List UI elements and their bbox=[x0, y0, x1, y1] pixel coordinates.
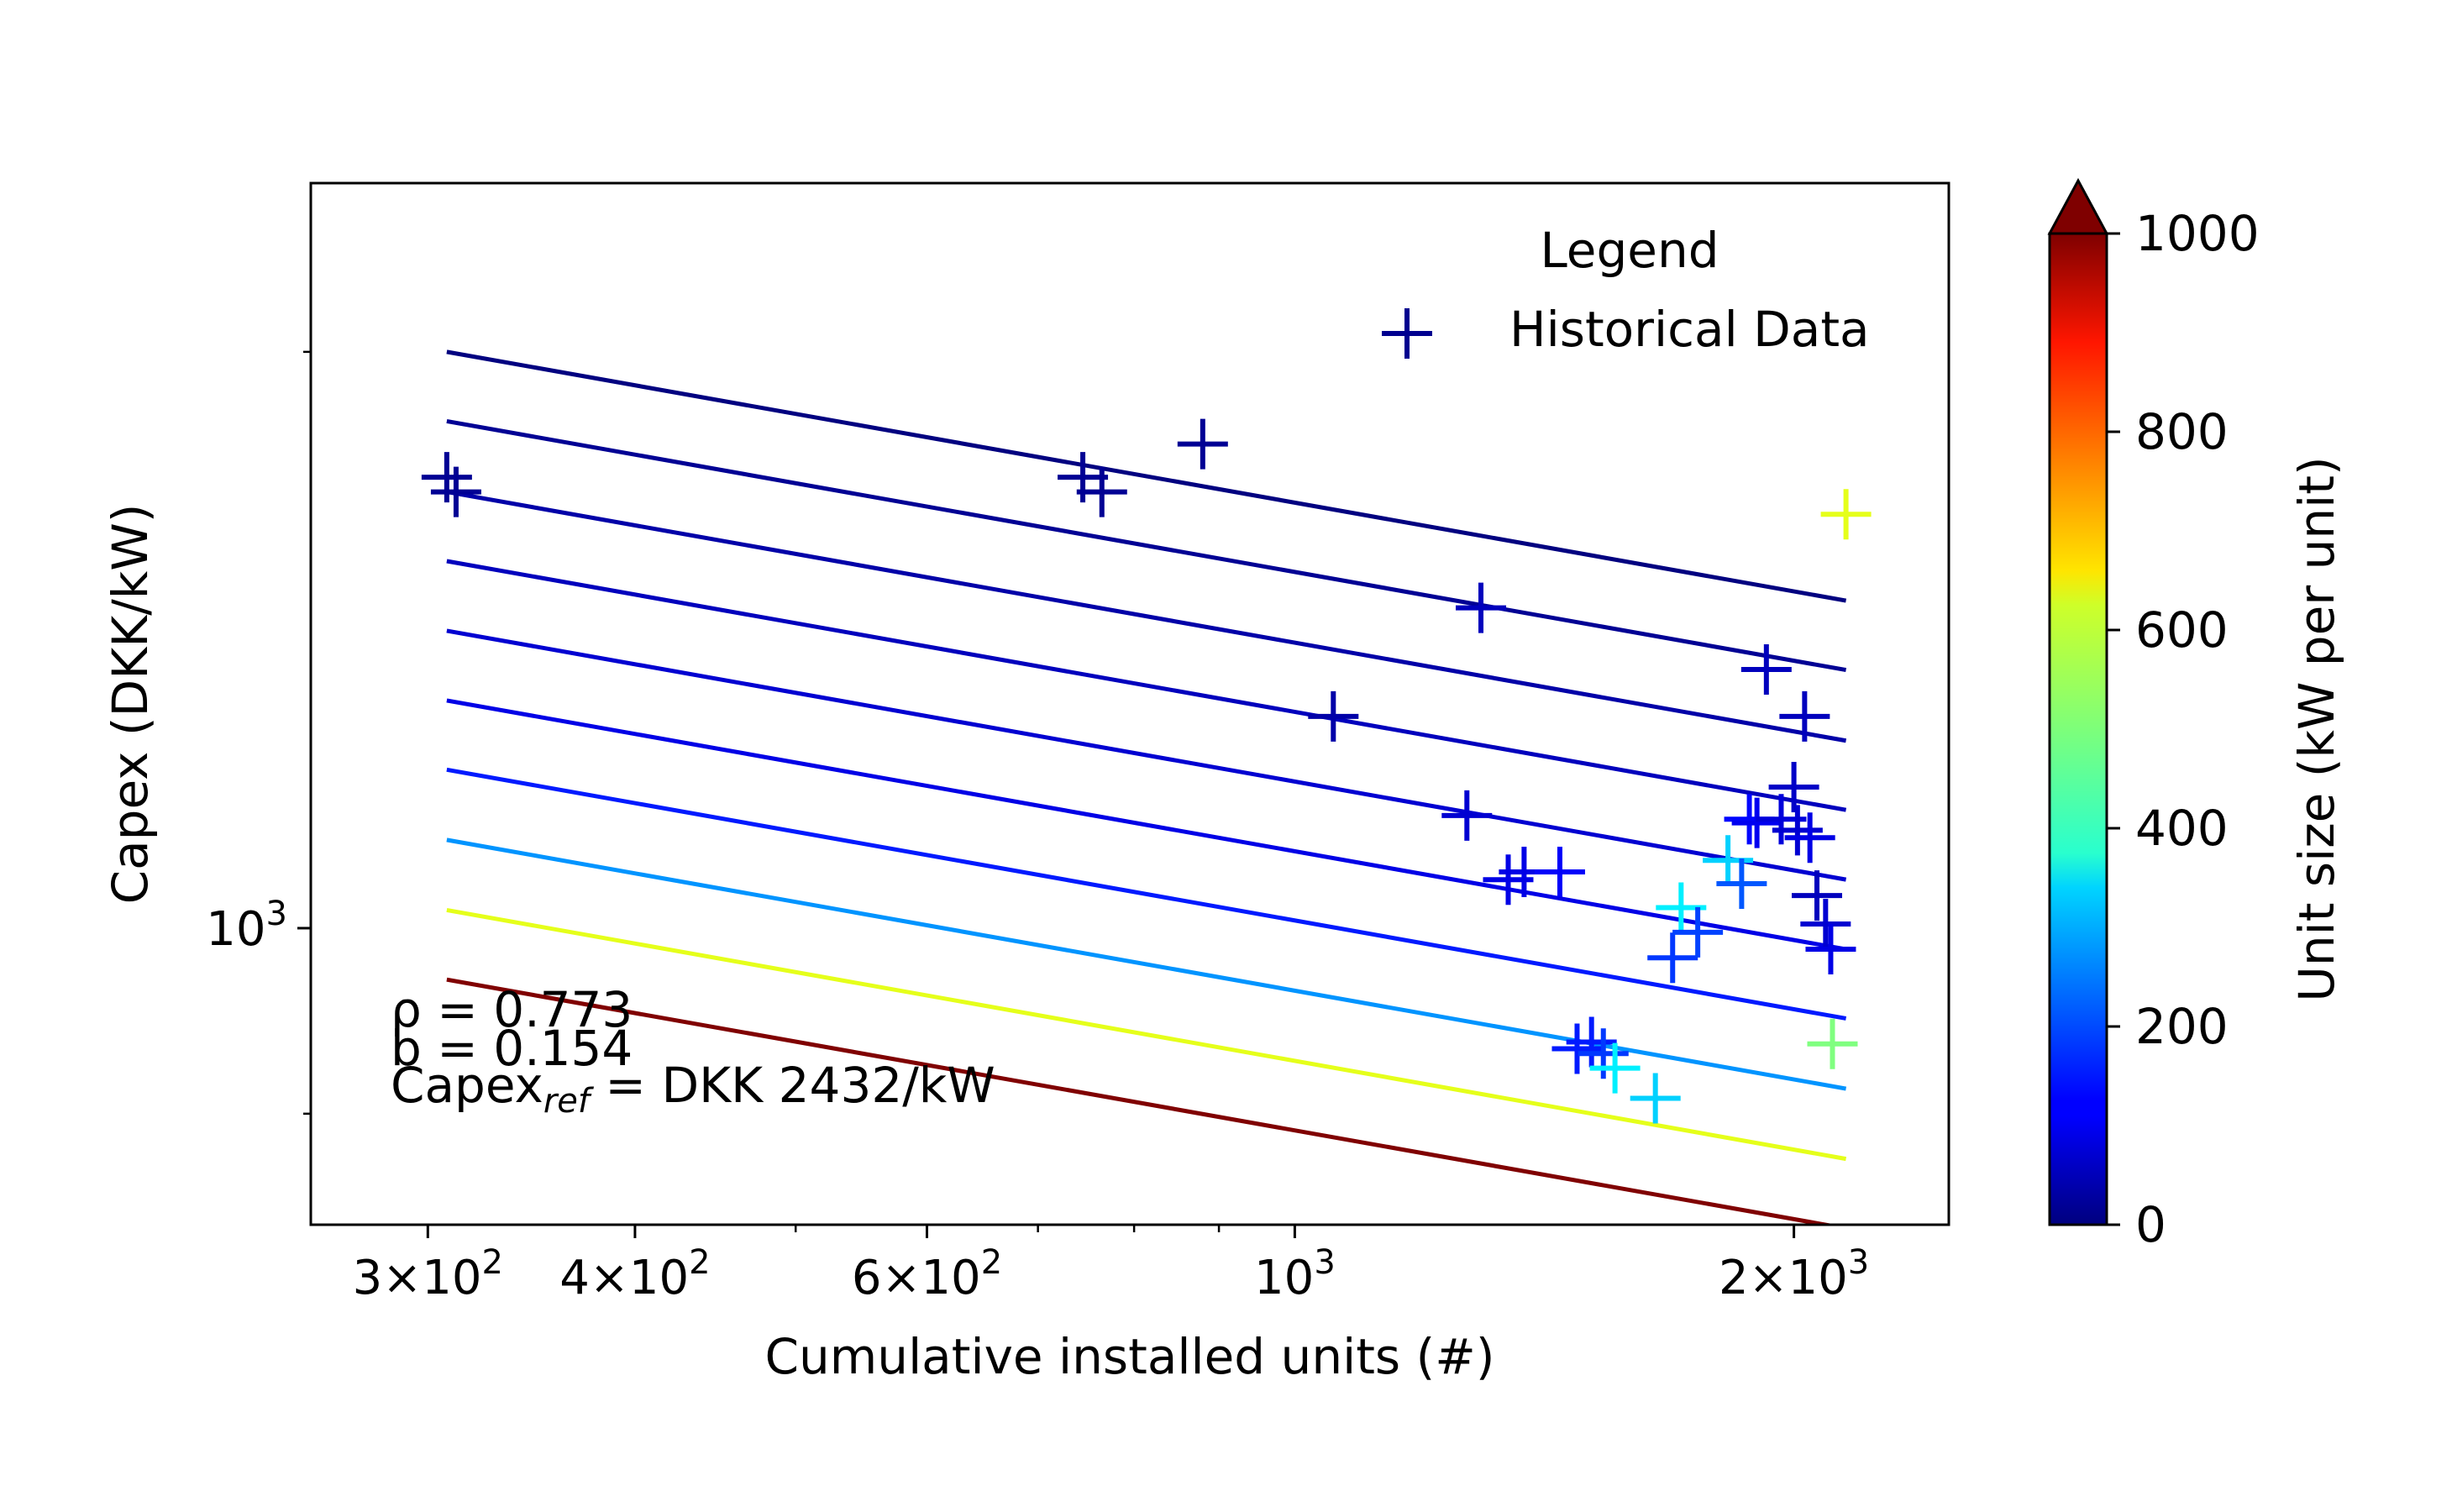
data-point-19 bbox=[1672, 906, 1724, 958]
fit-line-7 bbox=[446, 767, 1847, 1021]
colorbar-tick-label-1: 0 bbox=[2135, 1196, 2166, 1253]
plot-frame bbox=[309, 181, 1950, 1226]
colorbar-ticks: 0 200 400 600 800 1000 bbox=[2107, 205, 2260, 1253]
capex-ref-subscript: ref bbox=[543, 1082, 595, 1121]
colorbar-tick-label-4: 600 bbox=[2135, 601, 2229, 659]
y-tick-label-1: 103 bbox=[206, 895, 287, 957]
data-points bbox=[421, 418, 1872, 1124]
x-axis-label: Cumulative installed units (#) bbox=[765, 1328, 1495, 1385]
annotation-rho: ρ = 0.773 bbox=[391, 981, 633, 1038]
fit-line-9 bbox=[446, 907, 1847, 1162]
legend-plus-icon bbox=[1382, 308, 1432, 359]
legend: Legend Historical Data bbox=[1382, 222, 1870, 359]
data-point-32 bbox=[1805, 924, 1856, 975]
annotations: ρ = 0.773 b = 0.154 Capexref = DKK 2432/… bbox=[391, 981, 995, 1121]
fit-line-4 bbox=[446, 559, 1847, 812]
data-point-6 bbox=[1308, 690, 1359, 742]
data-point-29 bbox=[1784, 812, 1835, 864]
fit-line-10 bbox=[446, 977, 1838, 1225]
data-point-21 bbox=[1716, 858, 1767, 909]
data-point-20 bbox=[1703, 835, 1754, 886]
colorbar: 0 200 400 600 800 1000 Unit size (kW per unit… bbox=[2047, 177, 2345, 1253]
x-tick-label-4: 103 bbox=[1254, 1243, 1336, 1305]
data-point-33 bbox=[1807, 1018, 1858, 1069]
data-point-15 bbox=[1589, 1042, 1641, 1094]
capex-ref-prefix: Capex bbox=[391, 1057, 543, 1114]
data-point-28 bbox=[1779, 690, 1830, 742]
data-point-2 bbox=[430, 466, 481, 517]
data-point-5 bbox=[1177, 418, 1228, 470]
legend-title: Legend bbox=[1540, 222, 1719, 279]
data-point-24 bbox=[1740, 643, 1792, 695]
x-tick-label-3: 6×102 bbox=[852, 1243, 1002, 1305]
x-tick-label-1: 3×102 bbox=[353, 1243, 503, 1305]
fit-line-3 bbox=[446, 490, 1847, 743]
fit-line-1 bbox=[446, 349, 1847, 603]
fit-line-5 bbox=[446, 628, 1847, 882]
data-point-30 bbox=[1792, 870, 1843, 921]
annotation-b: b = 0.154 bbox=[391, 1020, 633, 1077]
data-point-26 bbox=[1768, 761, 1819, 812]
y-axis: 103 bbox=[206, 350, 311, 1116]
plot-area bbox=[311, 183, 1949, 1225]
colorbar-tick-label-5: 800 bbox=[2135, 403, 2229, 460]
data-point-23 bbox=[1731, 797, 1782, 848]
data-point-31 bbox=[1800, 899, 1851, 950]
colorbar-tick-label-2: 200 bbox=[2135, 998, 2229, 1055]
colorbar-label: Unit size (kW per unit) bbox=[2288, 456, 2345, 1001]
data-point-7 bbox=[1441, 790, 1493, 841]
fit-line-2 bbox=[446, 418, 1847, 673]
data-point-4 bbox=[1076, 466, 1127, 517]
x-tick-label-2: 4×102 bbox=[559, 1243, 710, 1305]
data-point-16 bbox=[1630, 1073, 1681, 1124]
capex-ref-suffix: = DKK 2432/kW bbox=[590, 1057, 995, 1114]
colorbar-gradient bbox=[2048, 232, 2108, 1226]
legend-entry-historical-data: Historical Data bbox=[1509, 301, 1870, 358]
data-point-13 bbox=[1566, 1016, 1617, 1068]
colorbar-tick-label-6: 1000 bbox=[2135, 205, 2260, 262]
y-axis-label: Capex (DKK/kW) bbox=[102, 504, 159, 905]
data-point-27 bbox=[1772, 805, 1823, 856]
data-point-17 bbox=[1647, 932, 1698, 984]
data-point-11 bbox=[1534, 846, 1585, 897]
data-point-34 bbox=[1820, 489, 1872, 540]
colorbar-extend-arrow bbox=[2047, 177, 2109, 235]
data-point-8 bbox=[1456, 582, 1507, 633]
x-axis: 3×102 4×102 6×102 103 2×103 bbox=[353, 1225, 1869, 1305]
colorbar-tick-label-3: 400 bbox=[2135, 800, 2229, 857]
legend-marker-historical-data bbox=[1382, 308, 1432, 359]
fit-line-6 bbox=[446, 698, 1847, 952]
annotation-capex-ref: Capexref = DKK 2432/kW bbox=[391, 1057, 995, 1121]
x-tick-label-5: 2×103 bbox=[1719, 1243, 1869, 1305]
fit-lines bbox=[446, 349, 1847, 1225]
